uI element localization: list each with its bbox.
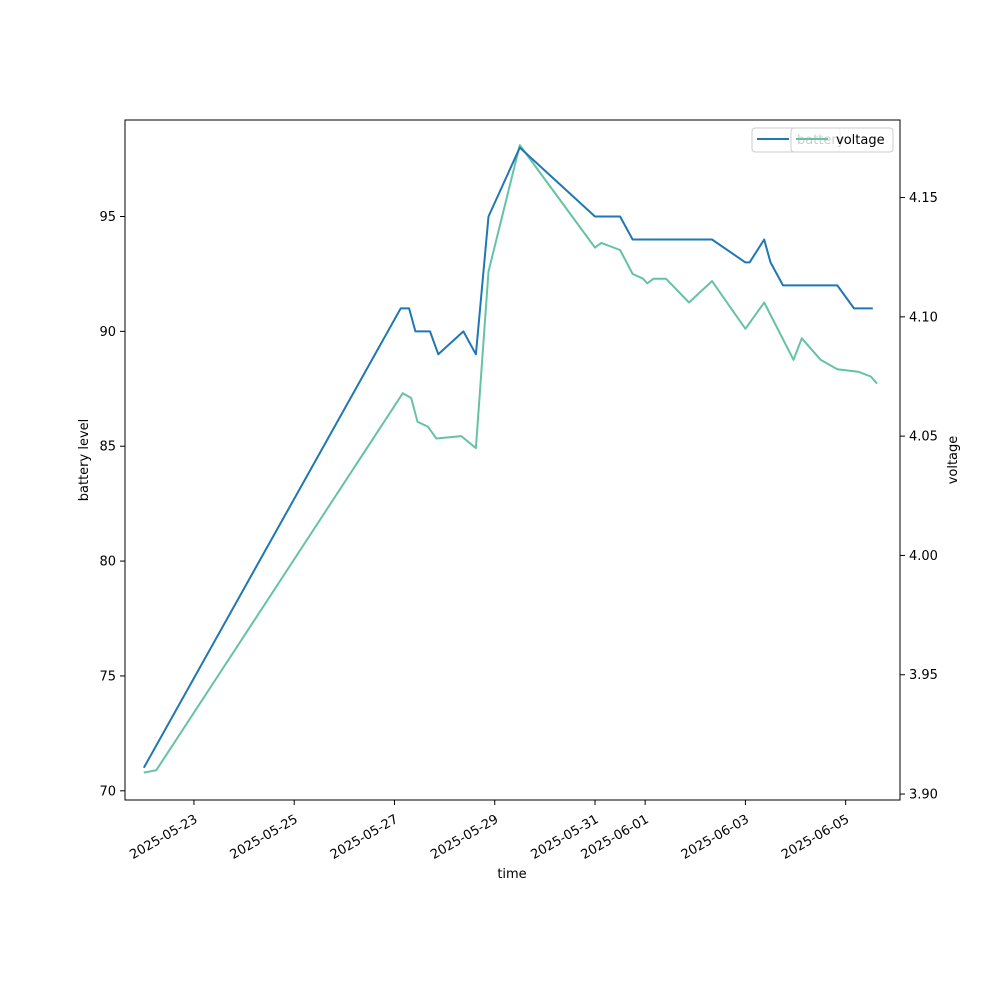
x-axis-title: time [497, 867, 526, 882]
legend-box-voltage [790, 127, 894, 153]
y-tick-label-left: 95 [99, 210, 116, 225]
y-tick-label-right: 4.05 [909, 430, 938, 445]
y-axis-title-left: battery level [77, 419, 92, 502]
y-tick-label-right: 3.95 [909, 668, 938, 683]
series-line-battery [142, 146, 873, 769]
y-tick-label-left: 75 [99, 669, 116, 684]
plot-frame [124, 119, 901, 801]
y-tick-label-right: 4.10 [909, 310, 938, 325]
y-axis-title-right: voltage [946, 436, 961, 485]
y-tick-label-right: 3.90 [909, 788, 938, 803]
y-tick-label-left: 70 [99, 784, 116, 799]
y-tick-label-left: 80 [99, 555, 116, 570]
y-tick-label-right: 4.15 [909, 191, 938, 206]
plot-area [142, 144, 878, 774]
y-tick-label-left: 85 [99, 440, 116, 455]
legend-voltage: voltage [790, 127, 894, 153]
y-axis-left: 70 75 80 85 90 95 [99, 210, 125, 799]
y-axis-right: 3.90 3.95 4.00 4.05 4.10 4.15 [900, 191, 938, 803]
y-tick-label-right: 4.00 [909, 549, 938, 564]
series-line-voltage [143, 144, 878, 774]
y-tick-label-left: 90 [99, 325, 116, 340]
legend-label-voltage: voltage [836, 133, 885, 148]
